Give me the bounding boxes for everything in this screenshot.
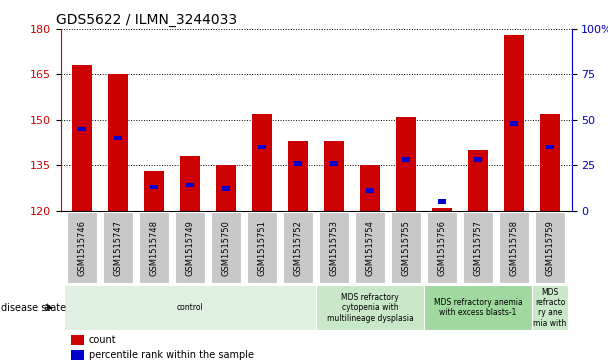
- Text: GSM1515753: GSM1515753: [330, 220, 339, 276]
- Bar: [252, 114, 272, 211]
- Bar: [216, 165, 236, 211]
- Text: GSM1515748: GSM1515748: [150, 220, 159, 276]
- Bar: [504, 35, 524, 211]
- FancyBboxPatch shape: [463, 212, 493, 284]
- FancyBboxPatch shape: [532, 285, 568, 330]
- FancyBboxPatch shape: [247, 212, 277, 284]
- Text: percentile rank within the sample: percentile rank within the sample: [89, 350, 254, 360]
- Bar: [150, 185, 158, 189]
- Text: GSM1515752: GSM1515752: [294, 220, 303, 276]
- Bar: [288, 141, 308, 211]
- Text: MDS refractory anemia
with excess blasts-1: MDS refractory anemia with excess blasts…: [434, 298, 522, 317]
- Bar: [468, 150, 488, 211]
- Text: MDS refractory
cytopenia with
multilineage dysplasia: MDS refractory cytopenia with multilinea…: [326, 293, 413, 323]
- Text: GSM1515755: GSM1515755: [401, 220, 410, 276]
- Bar: [474, 158, 482, 162]
- Bar: [324, 141, 344, 211]
- Text: disease state: disease state: [1, 303, 66, 313]
- FancyBboxPatch shape: [283, 212, 313, 284]
- Bar: [258, 145, 266, 149]
- FancyBboxPatch shape: [499, 212, 529, 284]
- FancyBboxPatch shape: [64, 285, 316, 330]
- Bar: [181, 156, 200, 211]
- Text: GSM1515751: GSM1515751: [258, 220, 267, 276]
- Bar: [432, 208, 452, 211]
- Bar: [145, 171, 164, 211]
- FancyBboxPatch shape: [535, 212, 565, 284]
- FancyBboxPatch shape: [139, 212, 170, 284]
- Bar: [114, 136, 122, 140]
- Bar: [71, 350, 84, 360]
- Bar: [366, 188, 374, 193]
- Bar: [360, 165, 380, 211]
- FancyBboxPatch shape: [175, 212, 206, 284]
- Text: count: count: [89, 335, 117, 345]
- Text: MDS
refracto
ry ane
mia with: MDS refracto ry ane mia with: [533, 287, 567, 328]
- Text: GSM1515757: GSM1515757: [474, 220, 483, 276]
- Bar: [402, 158, 410, 162]
- Text: GSM1515754: GSM1515754: [365, 220, 375, 276]
- Text: GSM1515746: GSM1515746: [78, 220, 87, 276]
- FancyBboxPatch shape: [103, 212, 133, 284]
- FancyBboxPatch shape: [424, 285, 532, 330]
- Bar: [186, 183, 194, 187]
- FancyBboxPatch shape: [316, 285, 424, 330]
- FancyBboxPatch shape: [211, 212, 241, 284]
- FancyBboxPatch shape: [319, 212, 349, 284]
- FancyBboxPatch shape: [67, 212, 97, 284]
- Text: control: control: [177, 303, 204, 312]
- Bar: [108, 74, 128, 211]
- Bar: [510, 121, 518, 126]
- FancyBboxPatch shape: [391, 212, 421, 284]
- Bar: [540, 114, 560, 211]
- Text: GSM1515756: GSM1515756: [438, 220, 446, 276]
- Bar: [72, 65, 92, 211]
- Text: GDS5622 / ILMN_3244033: GDS5622 / ILMN_3244033: [56, 13, 237, 26]
- Text: GSM1515747: GSM1515747: [114, 220, 123, 276]
- Bar: [396, 117, 416, 211]
- FancyBboxPatch shape: [355, 212, 385, 284]
- Bar: [438, 199, 446, 204]
- Text: GSM1515759: GSM1515759: [545, 220, 554, 276]
- Bar: [223, 187, 230, 191]
- FancyBboxPatch shape: [427, 212, 457, 284]
- Bar: [71, 335, 84, 345]
- Text: GSM1515749: GSM1515749: [186, 220, 195, 276]
- Bar: [294, 161, 302, 166]
- Bar: [546, 145, 554, 149]
- Bar: [330, 161, 338, 166]
- Bar: [78, 127, 86, 131]
- Text: GSM1515750: GSM1515750: [222, 220, 231, 276]
- Text: GSM1515758: GSM1515758: [510, 220, 519, 276]
